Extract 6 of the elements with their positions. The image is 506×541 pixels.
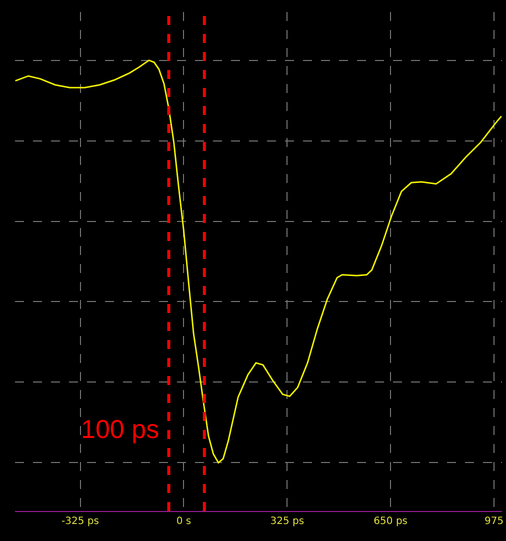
x-tick-label: 325 ps (270, 516, 304, 527)
x-tick-label: 975 (484, 516, 504, 527)
x-tick-label: 650 ps (374, 516, 408, 527)
annotation: 100 ps (81, 414, 160, 444)
x-tick-label: -325 ps (62, 516, 99, 527)
x-tick-label: 0 s (176, 516, 192, 527)
